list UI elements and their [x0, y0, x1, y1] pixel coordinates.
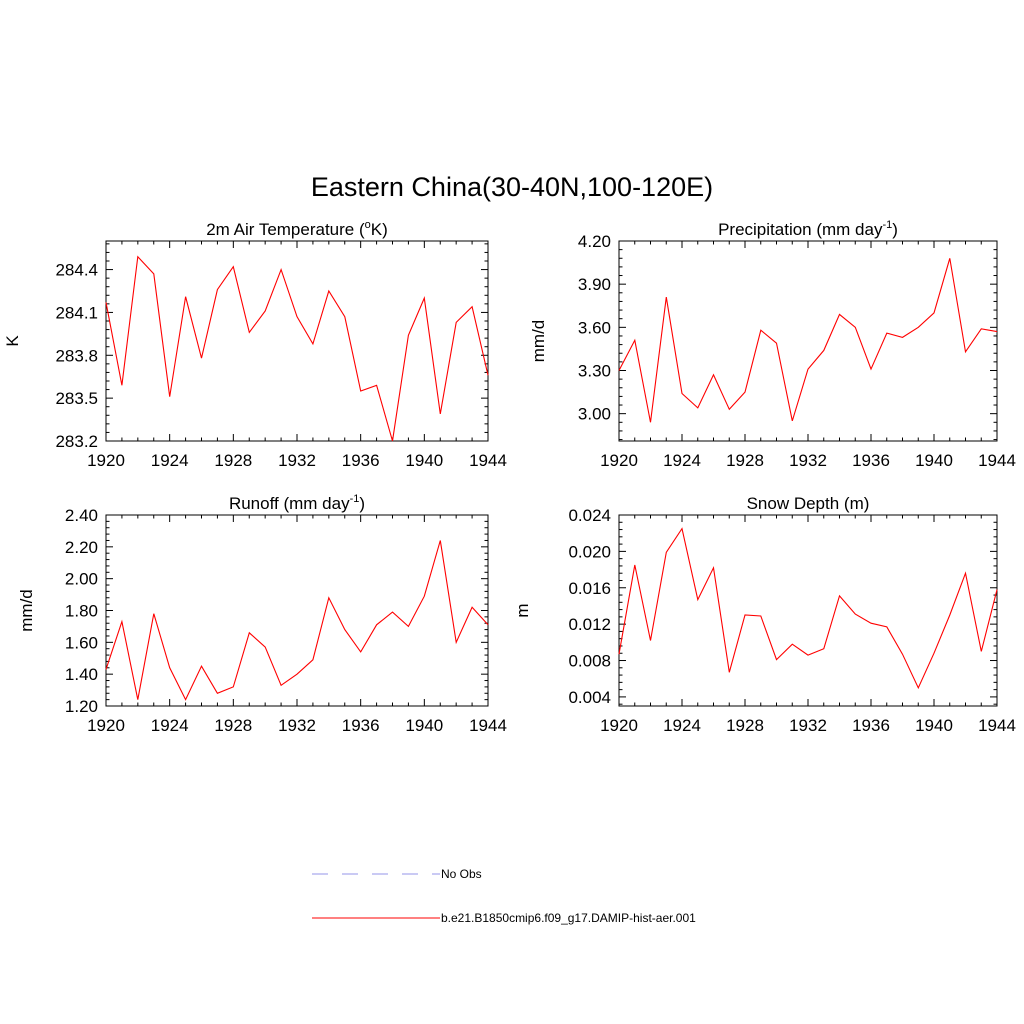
y-tick-label: 3.00	[578, 405, 611, 424]
y-axis-label: K	[3, 335, 22, 347]
x-tick-label: 1928	[726, 451, 764, 470]
panel-2: 1920 1924 1928 1932 1936 1940 1944 3.00 3.30 3.60…	[529, 219, 1016, 470]
x-tick-label: 1944	[978, 716, 1016, 735]
y-tick-label: 1.60	[65, 633, 98, 652]
legend-label-no-obs: No Obs	[441, 867, 482, 881]
x-tick-label: 1936	[852, 716, 890, 735]
panel-4: 1920 1924 1928 1932 1936 1940 1944 0.004 0.008 0.…	[513, 494, 1016, 735]
x-tick-label: 1944	[978, 451, 1016, 470]
panel-title: Precipitation (mm day-1)	[718, 219, 898, 239]
y-tick-label: 4.20	[578, 232, 611, 251]
panel-title: Runoff (mm day-1)	[229, 493, 365, 513]
series-line	[105, 540, 489, 701]
x-tick-label: 1920	[600, 451, 638, 470]
x-tick-label: 1920	[87, 716, 125, 735]
x-tick-label: 1928	[214, 451, 252, 470]
x-tick-label: 1932	[789, 451, 827, 470]
y-tick-label: 283.2	[55, 432, 98, 451]
y-tick-label: 3.60	[578, 318, 611, 337]
x-tick-label: 1920	[87, 451, 125, 470]
y-tick-label: 0.016	[568, 579, 611, 598]
x-tick-label: 1940	[405, 716, 443, 735]
y-tick-label: 2.20	[65, 538, 98, 557]
y-tick-label: 0.008	[568, 652, 611, 671]
x-tick-label: 1924	[151, 451, 189, 470]
y-tick-label: 1.20	[65, 697, 98, 716]
x-tick-label: 1924	[151, 716, 189, 735]
panel-1: 1920 1924 1928 1932 1936 1940 1944 283.2 283.5 28…	[3, 219, 507, 470]
x-tick-label: 1936	[342, 451, 380, 470]
plot-frame	[618, 514, 998, 707]
series-line	[618, 258, 998, 423]
plot-frame	[618, 240, 998, 442]
legend-label-model: b.e21.B1850cmip6.f09_g17.DAMIP-hist-aer.…	[441, 911, 696, 925]
y-tick-label: 0.004	[568, 688, 611, 707]
y-tick-label: 0.020	[568, 542, 611, 561]
y-tick-label: 1.40	[65, 665, 98, 684]
x-tick-label: 1944	[469, 716, 507, 735]
x-tick-label: 1932	[278, 716, 316, 735]
y-tick-label: 1.80	[65, 602, 98, 621]
x-tick-label: 1928	[726, 716, 764, 735]
plot-frame	[105, 514, 489, 707]
figure-title: Eastern China(30-40N,100-120E)	[311, 172, 713, 202]
x-tick-label: 1940	[915, 716, 953, 735]
y-tick-label: 283.5	[55, 389, 98, 408]
legend: No Obs b.e21.B1850cmip6.f09_g17.DAMIP-hi…	[312, 867, 696, 925]
y-tick-label: 2.00	[65, 570, 98, 589]
x-tick-label: 1944	[469, 451, 507, 470]
x-tick-label: 1920	[600, 716, 638, 735]
y-axis-label: m	[513, 603, 532, 617]
y-axis-label: mm/d	[17, 589, 36, 632]
x-tick-label: 1936	[852, 451, 890, 470]
series-line	[618, 527, 998, 690]
y-tick-label: 3.90	[578, 275, 611, 294]
y-axis-label: mm/d	[529, 320, 548, 363]
y-tick-label: 284.4	[55, 261, 98, 280]
x-tick-label: 1924	[663, 716, 701, 735]
y-tick-label: 3.30	[578, 361, 611, 380]
x-tick-label: 1928	[214, 716, 252, 735]
x-tick-label: 1924	[663, 451, 701, 470]
y-tick-label: 2.40	[65, 506, 98, 525]
y-tick-label: 0.024	[568, 506, 611, 525]
panel-title: 2m Air Temperature (oK)	[206, 219, 388, 239]
x-tick-label: 1940	[915, 451, 953, 470]
x-tick-label: 1932	[278, 451, 316, 470]
y-tick-label: 284.1	[55, 303, 98, 322]
y-tick-label: 283.8	[55, 346, 98, 365]
series-line	[105, 255, 489, 442]
x-tick-label: 1936	[342, 716, 380, 735]
x-tick-label: 1932	[789, 716, 827, 735]
panel-3: 1920 1924 1928 1932 1936 1940 1944 1.20 1.40 1.60…	[17, 493, 507, 735]
panel-title: Snow Depth (m)	[747, 494, 870, 513]
x-tick-label: 1940	[405, 451, 443, 470]
y-tick-label: 0.012	[568, 615, 611, 634]
